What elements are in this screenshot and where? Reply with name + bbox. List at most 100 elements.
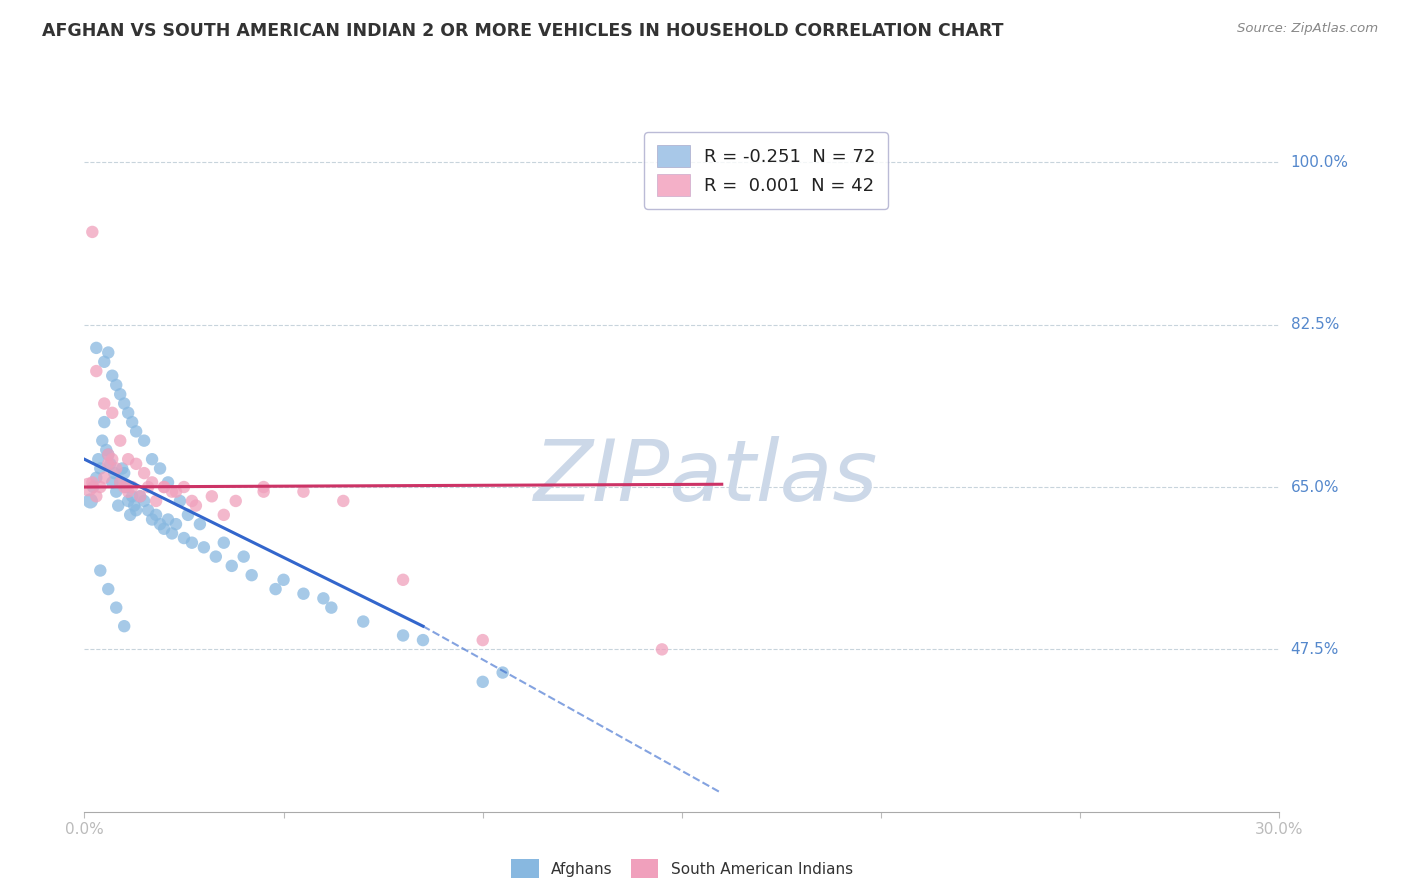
Point — [112, 480, 135, 494]
Point — [129, 489, 152, 503]
Point — [184, 499, 207, 513]
Point — [125, 503, 148, 517]
Point — [97, 582, 120, 596]
Point — [201, 489, 224, 503]
Point — [89, 564, 111, 578]
Point — [141, 475, 163, 490]
Text: AFGHAN VS SOUTH AMERICAN INDIAN 2 OR MORE VEHICLES IN HOUSEHOLD CORRELATION CHAR: AFGHAN VS SOUTH AMERICAN INDIAN 2 OR MOR… — [42, 22, 1004, 40]
Legend: Afghans, South American Indians: Afghans, South American Indians — [505, 854, 859, 884]
Point — [253, 480, 276, 494]
Point — [412, 633, 434, 648]
Point — [273, 573, 295, 587]
Point — [149, 461, 172, 475]
Point — [173, 531, 195, 545]
Point — [240, 568, 263, 582]
Point — [112, 619, 135, 633]
Point — [93, 396, 115, 410]
Point — [77, 480, 100, 494]
Point — [352, 615, 374, 629]
Point — [321, 600, 343, 615]
Point — [115, 480, 138, 494]
Point — [121, 489, 143, 503]
Point — [111, 461, 134, 475]
Point — [292, 587, 315, 601]
Point — [101, 475, 124, 490]
Point — [110, 475, 132, 490]
Point — [253, 484, 276, 499]
Point — [173, 480, 195, 494]
Point — [392, 573, 415, 587]
Point — [153, 522, 176, 536]
Point — [84, 471, 107, 485]
Point — [97, 448, 120, 462]
Point — [84, 489, 107, 503]
Point — [188, 517, 211, 532]
Point — [132, 466, 156, 480]
Point — [153, 480, 176, 494]
Point — [98, 457, 121, 471]
Point — [117, 452, 139, 467]
Point — [136, 503, 159, 517]
Point — [141, 512, 163, 526]
Point — [136, 480, 159, 494]
Point — [79, 494, 101, 508]
Point — [122, 499, 145, 513]
Point — [87, 452, 110, 467]
Point — [165, 517, 187, 532]
Text: 82.5%: 82.5% — [1291, 318, 1339, 332]
Point — [117, 406, 139, 420]
Point — [93, 415, 115, 429]
Text: 65.0%: 65.0% — [1291, 480, 1339, 494]
Point — [180, 535, 204, 549]
Point — [82, 225, 104, 239]
Point — [121, 480, 143, 494]
Point — [145, 508, 167, 522]
Point — [264, 582, 287, 596]
Point — [121, 415, 143, 429]
Point — [193, 541, 215, 555]
Point — [91, 434, 114, 448]
Point — [221, 558, 243, 573]
Point — [232, 549, 254, 564]
Point — [82, 475, 104, 490]
Text: Source: ZipAtlas.com: Source: ZipAtlas.com — [1237, 22, 1378, 36]
Text: 47.5%: 47.5% — [1291, 642, 1339, 657]
Point — [180, 494, 204, 508]
Point — [112, 466, 135, 480]
Point — [97, 448, 120, 462]
Point — [129, 489, 152, 503]
Point — [160, 484, 183, 499]
Point — [89, 461, 111, 475]
Point — [153, 480, 176, 494]
Point — [149, 517, 172, 532]
Point — [105, 484, 128, 499]
Point — [101, 406, 124, 420]
Point — [97, 345, 120, 359]
Point — [125, 457, 148, 471]
Point — [471, 674, 494, 689]
Point — [492, 665, 515, 680]
Point — [110, 387, 132, 401]
Text: 100.0%: 100.0% — [1291, 155, 1348, 169]
Point — [89, 480, 111, 494]
Point — [93, 471, 115, 485]
Point — [157, 512, 180, 526]
Point — [212, 535, 235, 549]
Point — [332, 494, 354, 508]
Point — [169, 494, 191, 508]
Point — [117, 494, 139, 508]
Point — [97, 457, 120, 471]
Point — [132, 494, 156, 508]
Point — [84, 341, 107, 355]
Point — [292, 484, 315, 499]
Text: ZIPatlas: ZIPatlas — [534, 436, 877, 519]
Point — [132, 434, 156, 448]
Point — [107, 499, 129, 513]
Point — [82, 480, 104, 494]
Point — [101, 368, 124, 383]
Point — [141, 452, 163, 467]
Point — [105, 461, 128, 475]
Point — [392, 628, 415, 642]
Point — [177, 508, 200, 522]
Point — [651, 642, 673, 657]
